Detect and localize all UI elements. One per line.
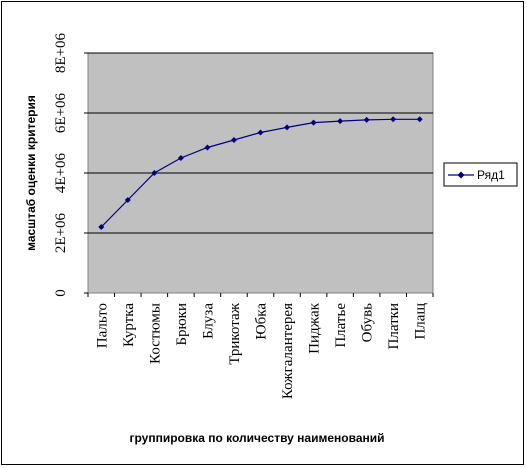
x-tick-label: Трикотаж	[227, 302, 243, 364]
x-tick-label: Блуза	[200, 303, 216, 339]
x-tick-label: Куртка	[121, 303, 137, 347]
legend-box	[443, 162, 518, 187]
data-point-marker	[363, 116, 370, 123]
x-tick-label: Кожгалантерея	[280, 303, 296, 399]
x-tick-label: Пальто	[94, 303, 110, 348]
x-tick-label: Платье	[333, 303, 349, 348]
data-point-marker	[151, 170, 158, 176]
data-point-marker	[337, 118, 344, 125]
y-tick-label: 4E+06	[53, 152, 69, 193]
y-axis-ticks: 0 2E+06 4E+06 6E+06 8E+06	[53, 32, 88, 297]
data-point-marker	[257, 129, 264, 136]
series-markers	[98, 116, 423, 230]
x-tick-label: Костюмы	[147, 303, 163, 364]
y-tick-label: 0	[53, 289, 69, 297]
y-tick-label: 8E+06	[53, 32, 69, 73]
data-point-marker	[177, 155, 184, 161]
x-tick-label: Платки	[386, 303, 402, 349]
x-tick-label: Обувь	[360, 303, 376, 342]
data-point-marker	[124, 197, 131, 203]
gridlines	[88, 52, 433, 234]
x-tick-label: Брюки	[174, 303, 190, 346]
data-point-marker	[204, 144, 211, 151]
x-tick-label: Юбка	[254, 303, 270, 340]
legend-marker	[457, 171, 465, 179]
legend-label: Ряд1	[477, 168, 505, 182]
x-tick-label: Пиджак	[307, 302, 323, 354]
y-axis-title: масштаб оценки критерия	[24, 95, 38, 251]
data-point-marker	[284, 124, 291, 131]
data-point-marker	[416, 116, 423, 123]
data-point-marker	[98, 224, 105, 230]
x-tick-label: Плащ	[413, 303, 429, 340]
data-point-marker	[230, 137, 237, 143]
y-tick-label: 2E+06	[53, 212, 69, 253]
x-axis-title: группировка по количеству наименований	[130, 431, 385, 445]
y-tick-label: 6E+06	[53, 92, 69, 133]
legend: Ряд1	[443, 162, 518, 187]
x-axis-ticks: Пальто Куртка Костюмы Брюки Блуза Трикотаж Юбк…	[87, 293, 434, 399]
data-point-marker	[310, 119, 317, 126]
data-point-marker	[390, 116, 397, 123]
